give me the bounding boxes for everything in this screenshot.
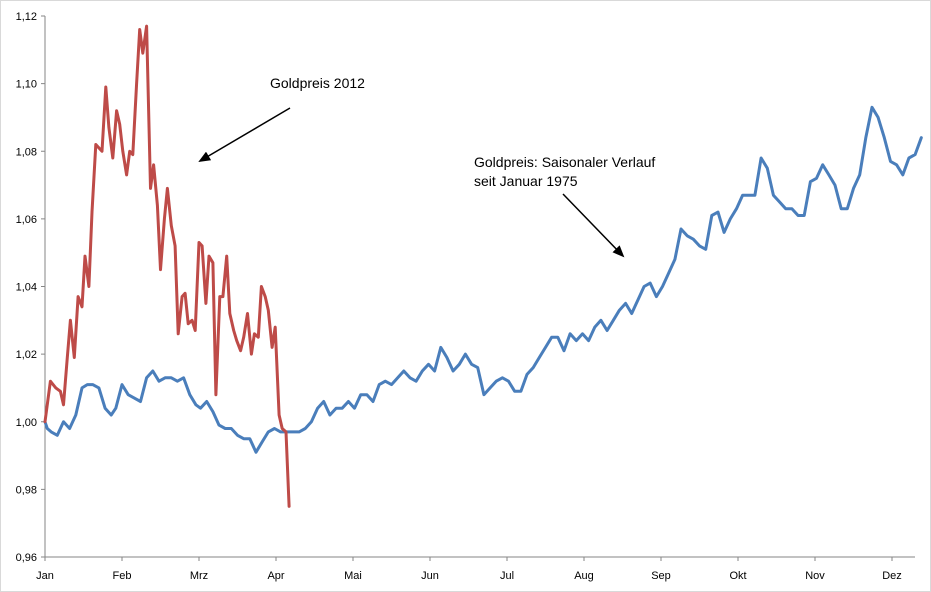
x-tick-label: Nov — [805, 570, 825, 582]
axes-group: 0,96 0,98 1,00 1,02 1,04 1,06 1,08 1,10 1,12 Jan F… — [16, 11, 915, 582]
annotations-group: Goldpreis 2012 Goldpreis: Saisonaler Ver… — [198, 75, 655, 258]
series-line-gold-2012 — [43, 24, 291, 508]
annotation-arrow-gold-2012 — [198, 107, 291, 163]
x-tick-label: Jun — [421, 570, 439, 582]
y-tick-label: 1,08 — [16, 146, 37, 158]
y-tick-label: 0,98 — [16, 484, 37, 496]
y-tick-label: 1,12 — [16, 11, 37, 23]
x-tick-label: Mrz — [190, 570, 208, 582]
x-tick-label: Apr — [267, 570, 284, 582]
y-tick-label: 1,00 — [16, 417, 37, 429]
series-group — [43, 24, 923, 508]
y-tick-label: 1,04 — [16, 282, 37, 294]
y-tick-label: 0,96 — [16, 552, 37, 564]
y-tick-label: 1,02 — [16, 349, 37, 361]
series-line-seasonal — [43, 105, 923, 454]
x-tick-label: Feb — [113, 570, 132, 582]
x-tick-label: Jul — [500, 570, 514, 582]
annotation-seasonal-line1: Goldpreis: Saisonaler Verlauf — [474, 154, 655, 170]
y-tick-label: 1,06 — [16, 214, 37, 226]
x-tick-label: Jan — [36, 570, 54, 582]
y-tick-label: 1,10 — [16, 79, 37, 91]
x-tick-label: Sep — [651, 570, 671, 582]
x-tick-label: Mai — [344, 570, 362, 582]
annotation-gold-2012: Goldpreis 2012 — [270, 75, 365, 91]
annotation-seasonal-line2: seit Januar 1975 — [474, 173, 578, 189]
annotation-arrow-seasonal — [562, 193, 625, 258]
x-tick-label: Okt — [729, 570, 746, 582]
x-tick-label: Aug — [574, 570, 594, 582]
x-tick-label: Dez — [882, 570, 902, 582]
